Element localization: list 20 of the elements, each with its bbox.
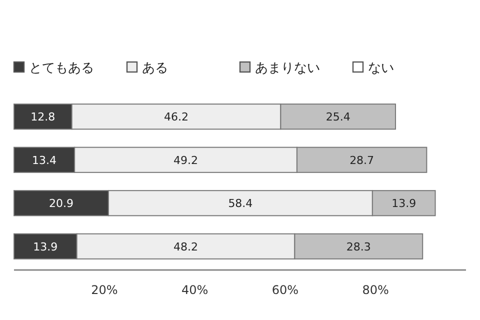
data-label: 13.9 <box>33 240 58 254</box>
legend-label: ない <box>368 61 394 76</box>
data-label: 46.2 <box>164 110 189 124</box>
x-tick-label: 40% <box>181 283 208 297</box>
legend-label: あまりない <box>255 61 320 76</box>
data-label: 25.4 <box>326 110 350 124</box>
legend-label: ある <box>142 61 168 76</box>
data-label: 20.9 <box>48 197 74 210</box>
data-label: 13.9 <box>392 197 416 210</box>
x-tick-label: 20% <box>91 283 118 297</box>
x-tick-label: 60% <box>272 283 299 297</box>
data-label: 13.4 <box>32 154 57 167</box>
data-label: 28.7 <box>350 154 374 167</box>
data-label: 49.2 <box>174 154 198 167</box>
data-label: 48.2 <box>174 240 198 254</box>
data-label: 12.8 <box>30 110 56 124</box>
data-label: 58.4 <box>228 197 253 210</box>
data-label: 28.3 <box>346 240 371 254</box>
legend-label: とてもある <box>29 61 94 76</box>
x-tick-label: 80% <box>362 283 389 297</box>
